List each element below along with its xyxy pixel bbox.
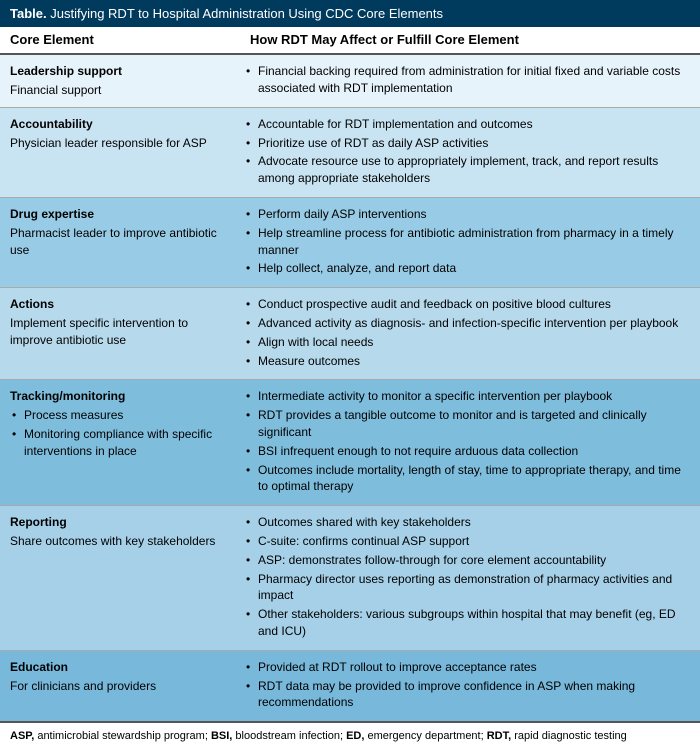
rdt-effect-cell: Perform daily ASP interventions Help stre…	[240, 198, 700, 287]
core-element-cell: Tracking/monitoring Process measures Monit…	[0, 380, 240, 505]
bullet-item: Measure outcomes	[244, 353, 694, 370]
bullet-list: Financial backing required from administ…	[244, 63, 694, 97]
core-element-sub: Physician leader responsible for ASP	[10, 135, 230, 152]
bullet-list: Accountable for RDT implementation and o…	[244, 116, 694, 187]
footnote: ASP, antimicrobial stewardship program; …	[0, 723, 700, 750]
core-element-sub-list: Process measures Monitoring compliance wi…	[10, 407, 230, 459]
core-element-title: Leadership support	[10, 63, 230, 80]
bullet-item: RDT provides a tangible outcome to monit…	[244, 407, 694, 441]
table-row: Actions Implement specific intervention t…	[0, 288, 700, 380]
table-row: Drug expertise Pharmacist leader to impro…	[0, 198, 700, 288]
table-row: Reporting Share outcomes with key stakeho…	[0, 506, 700, 651]
bullet-item: Prioritize use of RDT as daily ASP activ…	[244, 135, 694, 152]
bullet-item: Outcomes include mortality, length of st…	[244, 462, 694, 496]
footnote-abbrev: RDT,	[487, 730, 511, 742]
bullet-item: Intermediate activity to monitor a speci…	[244, 388, 694, 405]
bullet-item: C-suite: confirms continual ASP support	[244, 533, 694, 550]
bullet-item: BSI infrequent enough to not require ard…	[244, 443, 694, 460]
table-title-bar: Table. Justifying RDT to Hospital Admini…	[0, 0, 700, 27]
table-container: Table. Justifying RDT to Hospital Admini…	[0, 0, 700, 750]
bullet-item: Pharmacy director uses reporting as demo…	[244, 571, 694, 605]
bullet-list: Intermediate activity to monitor a speci…	[244, 388, 694, 495]
bullet-item: Perform daily ASP interventions	[244, 206, 694, 223]
core-element-cell: Leadership support Financial support	[0, 55, 240, 107]
core-element-cell: Education For clinicians and providers	[0, 651, 240, 721]
core-element-title: Accountability	[10, 116, 230, 133]
bullet-item: Advocate resource use to appropriately i…	[244, 153, 694, 187]
header-how-rdt: How RDT May Affect or Fulfill Core Eleme…	[240, 27, 700, 53]
footnote-abbrev: ASP,	[10, 730, 34, 742]
rdt-effect-cell: Conduct prospective audit and feedback o…	[240, 288, 700, 379]
core-element-sub: Share outcomes with key stakeholders	[10, 533, 230, 550]
footnote-def: rapid diagnostic testing	[511, 730, 627, 742]
core-element-title: Tracking/monitoring	[10, 388, 230, 405]
footnote-abbrev: ED,	[346, 730, 364, 742]
bullet-item: Provided at RDT rollout to improve accep…	[244, 659, 694, 676]
core-element-title: Actions	[10, 296, 230, 313]
core-element-sub: Pharmacist leader to improve antibiotic …	[10, 225, 230, 259]
bullet-list: Provided at RDT rollout to improve accep…	[244, 659, 694, 711]
bullet-item: Other stakeholders: various subgroups wi…	[244, 606, 694, 640]
core-element-cell: Actions Implement specific intervention t…	[0, 288, 240, 379]
header-row: Core Element How RDT May Affect or Fulfi…	[0, 27, 700, 55]
bullet-item: Help collect, analyze, and report data	[244, 260, 694, 277]
core-element-sub: Implement specific intervention to impro…	[10, 315, 230, 349]
bullet-item: Outcomes shared with key stakeholders	[244, 514, 694, 531]
core-element-sub-item: Process measures	[10, 407, 230, 424]
title-prefix: Table.	[10, 6, 47, 21]
core-element-title: Education	[10, 659, 230, 676]
rdt-effect-cell: Financial backing required from administ…	[240, 55, 700, 107]
bullet-list: Conduct prospective audit and feedback o…	[244, 296, 694, 369]
rdt-effect-cell: Provided at RDT rollout to improve accep…	[240, 651, 700, 721]
bullet-item: Help streamline process for antibiotic a…	[244, 225, 694, 259]
core-element-sub: For clinicians and providers	[10, 678, 230, 695]
core-element-cell: Reporting Share outcomes with key stakeho…	[0, 506, 240, 650]
footnote-abbrev: BSI,	[211, 730, 232, 742]
footnote-def: bloodstream infection;	[232, 730, 346, 742]
bullet-item: Accountable for RDT implementation and o…	[244, 116, 694, 133]
core-element-sub-item: Monitoring compliance with specific inte…	[10, 426, 230, 460]
core-element-cell: Accountability Physician leader responsib…	[0, 108, 240, 197]
table-row: Tracking/monitoring Process measures Monit…	[0, 380, 700, 506]
table-body: Leadership support Financial support Finan…	[0, 55, 700, 723]
bullet-item: Financial backing required from administ…	[244, 63, 694, 97]
bullet-item: ASP: demonstrates follow-through for cor…	[244, 552, 694, 569]
rdt-effect-cell: Intermediate activity to monitor a speci…	[240, 380, 700, 505]
table-row: Accountability Physician leader responsib…	[0, 108, 700, 198]
rdt-effect-cell: Accountable for RDT implementation and o…	[240, 108, 700, 197]
title-text: Justifying RDT to Hospital Administratio…	[50, 6, 443, 21]
core-element-title: Drug expertise	[10, 206, 230, 223]
rdt-effect-cell: Outcomes shared with key stakeholders C-s…	[240, 506, 700, 650]
table-row: Education For clinicians and providers Pro…	[0, 651, 700, 723]
bullet-item: Advanced activity as diagnosis- and infe…	[244, 315, 694, 332]
bullet-item: Align with local needs	[244, 334, 694, 351]
bullet-list: Perform daily ASP interventions Help stre…	[244, 206, 694, 277]
header-core-element: Core Element	[0, 27, 240, 53]
core-element-cell: Drug expertise Pharmacist leader to impro…	[0, 198, 240, 287]
footnote-def: antimicrobial stewardship program;	[34, 730, 211, 742]
bullet-list: Outcomes shared with key stakeholders C-s…	[244, 514, 694, 640]
core-element-title: Reporting	[10, 514, 230, 531]
core-element-sub: Financial support	[10, 82, 230, 99]
table-row: Leadership support Financial support Finan…	[0, 55, 700, 108]
bullet-item: RDT data may be provided to improve conf…	[244, 678, 694, 712]
footnote-def: emergency department;	[364, 730, 486, 742]
bullet-item: Conduct prospective audit and feedback o…	[244, 296, 694, 313]
